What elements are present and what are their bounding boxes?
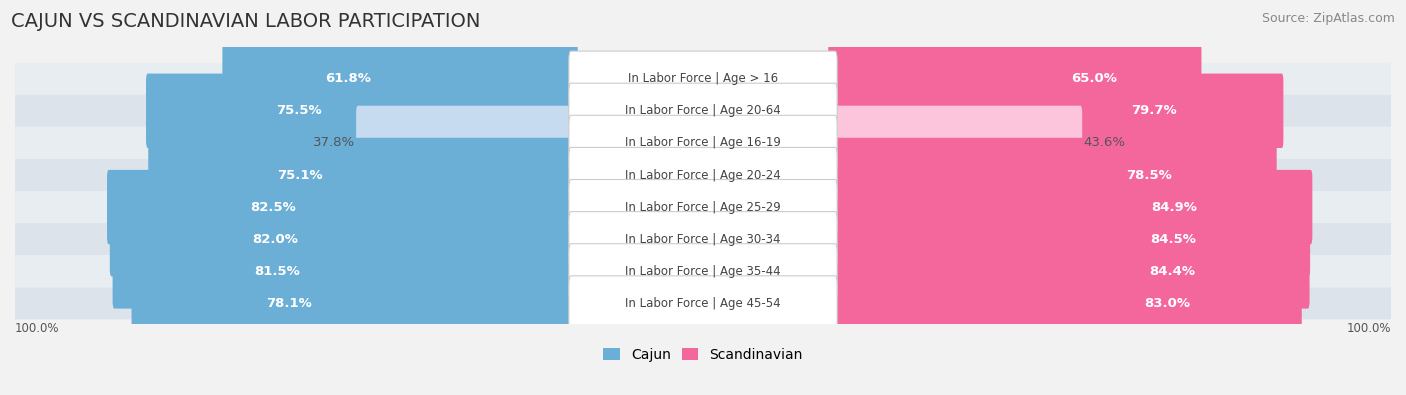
Text: 75.1%: 75.1% xyxy=(277,169,323,182)
FancyBboxPatch shape xyxy=(107,170,578,245)
FancyBboxPatch shape xyxy=(15,127,1391,159)
Text: 37.8%: 37.8% xyxy=(312,136,354,149)
Text: In Labor Force | Age 16-19: In Labor Force | Age 16-19 xyxy=(626,136,780,149)
FancyBboxPatch shape xyxy=(828,106,1083,180)
Text: 100.0%: 100.0% xyxy=(15,322,59,335)
FancyBboxPatch shape xyxy=(146,73,578,148)
FancyBboxPatch shape xyxy=(15,288,1391,320)
FancyBboxPatch shape xyxy=(828,138,1277,212)
FancyBboxPatch shape xyxy=(828,73,1284,148)
Text: 82.5%: 82.5% xyxy=(250,201,297,214)
Text: In Labor Force | Age 25-29: In Labor Force | Age 25-29 xyxy=(626,201,780,214)
FancyBboxPatch shape xyxy=(15,223,1391,255)
Text: 61.8%: 61.8% xyxy=(325,72,371,85)
Text: In Labor Force | Age 30-34: In Labor Force | Age 30-34 xyxy=(626,233,780,246)
FancyBboxPatch shape xyxy=(569,51,837,106)
Text: 75.5%: 75.5% xyxy=(276,104,322,117)
FancyBboxPatch shape xyxy=(356,106,578,180)
Text: 65.0%: 65.0% xyxy=(1071,72,1118,85)
FancyBboxPatch shape xyxy=(15,95,1391,127)
Text: 78.5%: 78.5% xyxy=(1126,169,1171,182)
FancyBboxPatch shape xyxy=(828,41,1202,116)
FancyBboxPatch shape xyxy=(828,202,1310,276)
FancyBboxPatch shape xyxy=(828,170,1312,245)
Text: CAJUN VS SCANDINAVIAN LABOR PARTICIPATION: CAJUN VS SCANDINAVIAN LABOR PARTICIPATIO… xyxy=(11,12,481,31)
Text: 100.0%: 100.0% xyxy=(1347,322,1391,335)
FancyBboxPatch shape xyxy=(148,138,578,212)
FancyBboxPatch shape xyxy=(222,41,578,116)
FancyBboxPatch shape xyxy=(132,266,578,340)
Text: In Labor Force | Age 20-64: In Labor Force | Age 20-64 xyxy=(626,104,780,117)
Text: 81.5%: 81.5% xyxy=(254,265,299,278)
Text: In Labor Force | Age 20-24: In Labor Force | Age 20-24 xyxy=(626,169,780,182)
FancyBboxPatch shape xyxy=(828,266,1302,340)
Text: In Labor Force | Age 45-54: In Labor Force | Age 45-54 xyxy=(626,297,780,310)
Text: Source: ZipAtlas.com: Source: ZipAtlas.com xyxy=(1261,12,1395,25)
FancyBboxPatch shape xyxy=(15,191,1391,223)
FancyBboxPatch shape xyxy=(569,147,837,203)
FancyBboxPatch shape xyxy=(569,83,837,138)
Text: 43.6%: 43.6% xyxy=(1084,136,1126,149)
FancyBboxPatch shape xyxy=(569,115,837,171)
Text: 83.0%: 83.0% xyxy=(1143,297,1189,310)
FancyBboxPatch shape xyxy=(828,234,1309,308)
Text: In Labor Force | Age 35-44: In Labor Force | Age 35-44 xyxy=(626,265,780,278)
FancyBboxPatch shape xyxy=(569,276,837,331)
Text: 84.5%: 84.5% xyxy=(1150,233,1195,246)
FancyBboxPatch shape xyxy=(112,234,578,308)
Legend: Cajun, Scandinavian: Cajun, Scandinavian xyxy=(598,342,808,367)
Text: 84.4%: 84.4% xyxy=(1149,265,1195,278)
Text: In Labor Force | Age > 16: In Labor Force | Age > 16 xyxy=(628,72,778,85)
FancyBboxPatch shape xyxy=(569,212,837,267)
FancyBboxPatch shape xyxy=(569,179,837,235)
FancyBboxPatch shape xyxy=(569,244,837,299)
Text: 84.9%: 84.9% xyxy=(1152,201,1198,214)
Text: 79.7%: 79.7% xyxy=(1130,104,1177,117)
Text: 78.1%: 78.1% xyxy=(267,297,312,310)
FancyBboxPatch shape xyxy=(15,255,1391,288)
FancyBboxPatch shape xyxy=(15,159,1391,191)
FancyBboxPatch shape xyxy=(110,202,578,276)
FancyBboxPatch shape xyxy=(15,63,1391,95)
Text: 82.0%: 82.0% xyxy=(252,233,298,246)
